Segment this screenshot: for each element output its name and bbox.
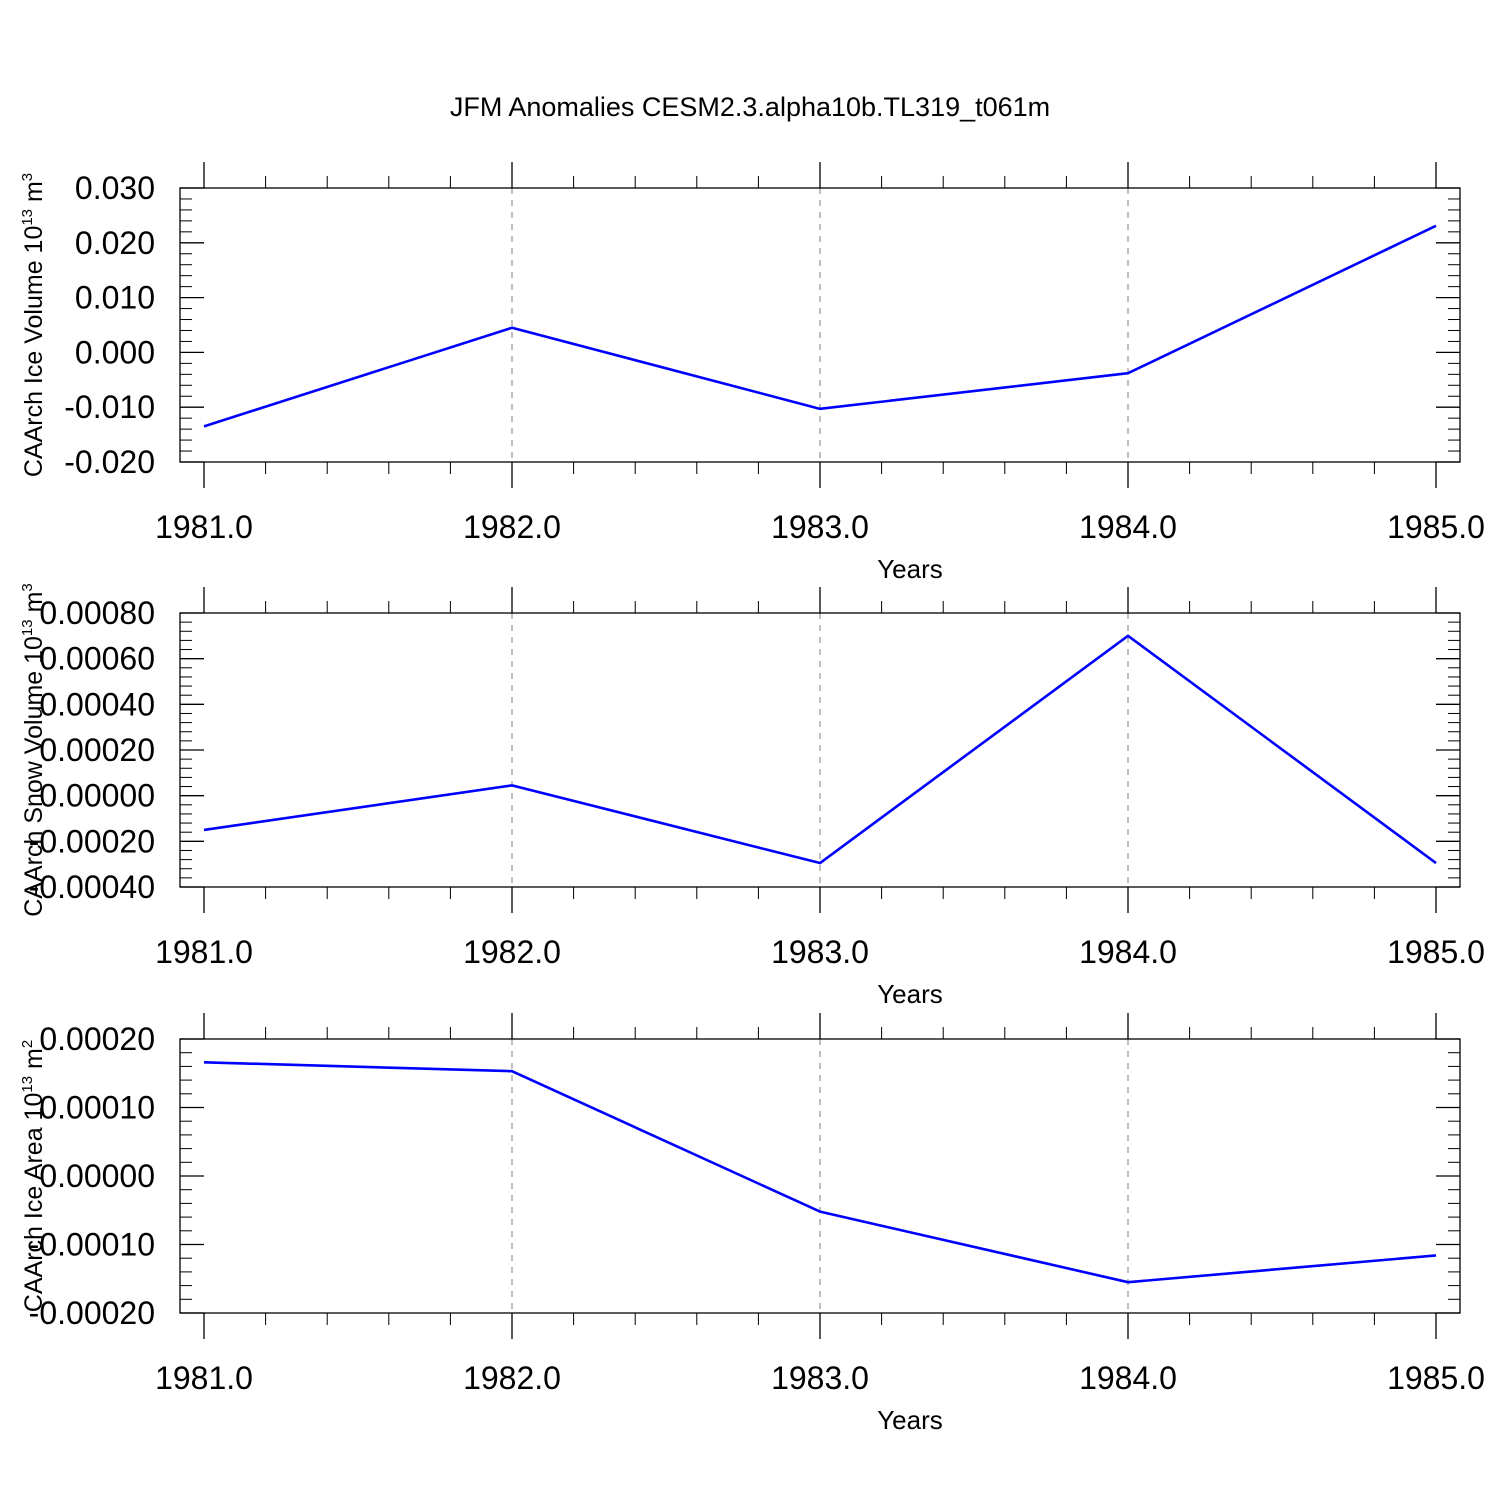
y-tick-label: 0.00020 (39, 1021, 155, 1057)
x-tick-label: 1985.0 (1387, 1360, 1485, 1396)
y-tick-label: -0.00020 (29, 823, 155, 859)
panels: 1981.0 1982.0 1983.0 1984.0 1985.0 0.030 0.020… (19, 162, 1485, 1435)
y-tick-label: 0.00020 (39, 732, 155, 768)
x-tick-label: 1984.0 (1079, 509, 1177, 545)
x-tick-label: 1983.0 (771, 509, 869, 545)
y-axis-label: CAArch Snow Volume 1013 m3 (19, 583, 48, 917)
y-tick-label: 0.00040 (39, 686, 155, 722)
x-tick-label: 1984.0 (1079, 1360, 1177, 1396)
panel-3: 1981.0 1982.0 1983.0 1984.0 1985.0 0.00020 0.0… (19, 1013, 1485, 1435)
y-tick-label: 0.000 (75, 334, 155, 370)
x-tick-label: 1981.0 (155, 509, 253, 545)
y-axis-label: CAArch Ice Area 1013 m2 (19, 1040, 48, 1312)
y-tick-label: 0.030 (75, 170, 155, 206)
panel-1: 1981.0 1982.0 1983.0 1984.0 1985.0 0.030 0.020… (19, 162, 1485, 584)
x-tick-label: 1983.0 (771, 934, 869, 970)
chart-title: JFM Anomalies CESM2.3.alpha10b.TL319_t06… (450, 92, 1050, 122)
x-tick-label: 1982.0 (463, 509, 561, 545)
y-axis-label: CAArch Ice Volume 1013 m3 (19, 173, 48, 477)
y-tick-label: -0.00020 (29, 1295, 155, 1331)
y-tick-label: 0.010 (75, 280, 155, 316)
y-tick-label: 0.00000 (39, 1158, 155, 1194)
x-axis-label: Years (877, 979, 943, 1009)
y-tick-label: 0.00060 (39, 641, 155, 677)
y-tick-label: -0.010 (64, 389, 155, 425)
y-tick-label: 0.00000 (39, 778, 155, 814)
x-tick-label: 1981.0 (155, 1360, 253, 1396)
x-tick-label: 1981.0 (155, 934, 253, 970)
y-tick-label: -0.020 (64, 444, 155, 480)
x-tick-label: 1983.0 (771, 1360, 869, 1396)
x-tick-label: 1985.0 (1387, 934, 1485, 970)
x-tick-label: 1982.0 (463, 934, 561, 970)
y-tick-label: 0.00080 (39, 595, 155, 631)
y-tick-label: 0.00010 (39, 1090, 155, 1126)
y-tick-label: 0.020 (75, 225, 155, 261)
panel-2: 1981.0 1982.0 1983.0 1984.0 1985.0 0.00080 0.0… (19, 583, 1485, 1009)
x-axis-label: Years (877, 554, 943, 584)
x-tick-label: 1982.0 (463, 1360, 561, 1396)
x-tick-label: 1984.0 (1079, 934, 1177, 970)
x-axis-label: Years (877, 1405, 943, 1435)
y-tick-label: -0.00040 (29, 869, 155, 905)
y-tick-label: -0.00010 (29, 1227, 155, 1263)
x-tick-label: 1985.0 (1387, 509, 1485, 545)
